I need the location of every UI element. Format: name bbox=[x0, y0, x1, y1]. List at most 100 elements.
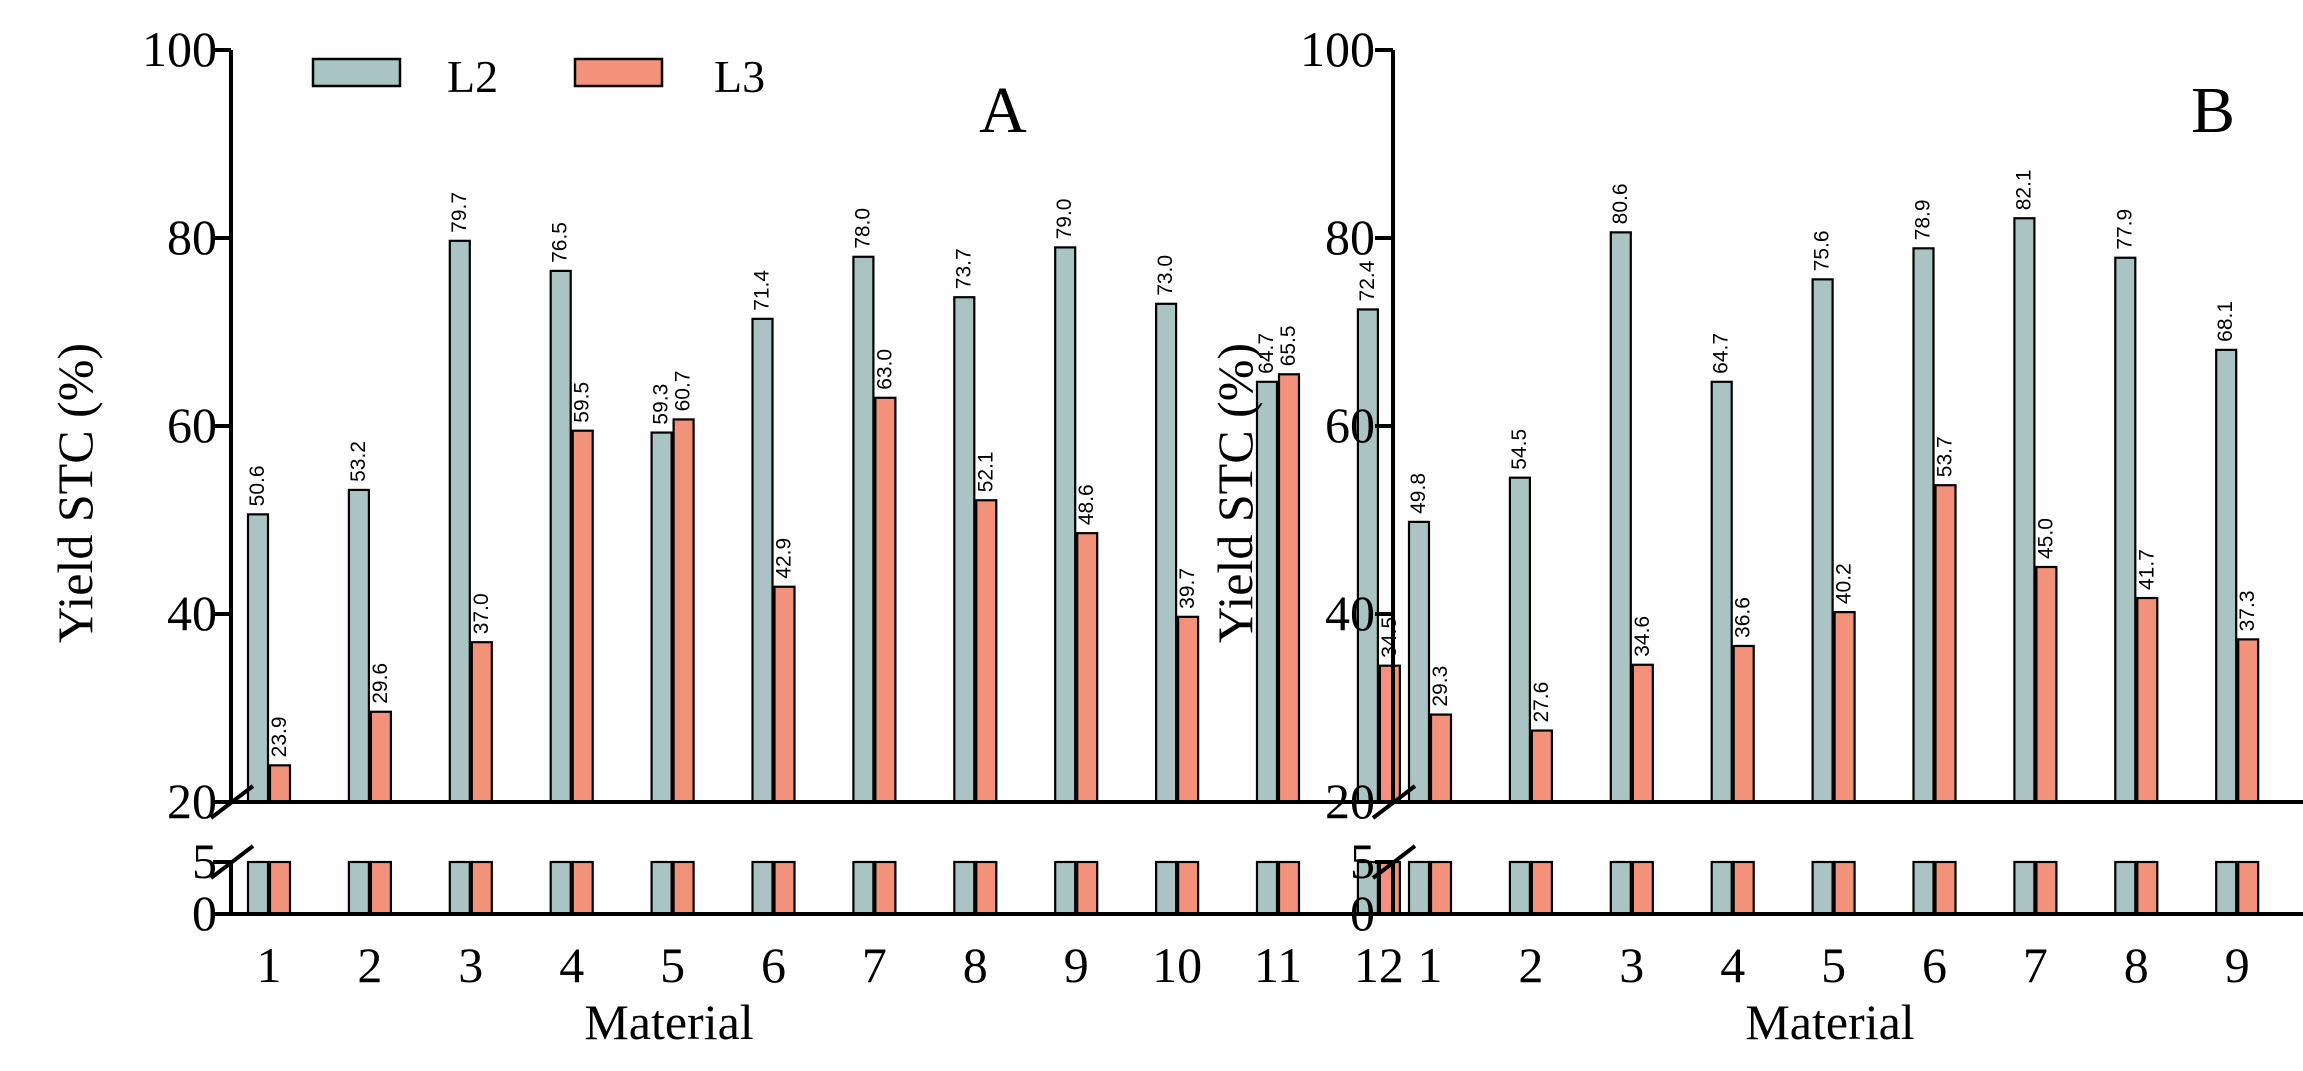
bar-l2-4 bbox=[549, 269, 572, 804]
bar-l3-11 bbox=[1277, 373, 1301, 804]
bar-l3-7 bbox=[2035, 565, 2058, 804]
bar-l2-9 bbox=[1054, 246, 1077, 804]
legend-swatch-l2 bbox=[311, 57, 402, 88]
bar-l2-5 bbox=[650, 431, 673, 804]
value-label-l3-3: 34.6 bbox=[1631, 616, 1654, 657]
bar-l2-12 bbox=[1356, 308, 1380, 804]
panel-letter: B bbox=[2191, 74, 2235, 147]
axes bbox=[1371, 48, 2303, 916]
bar-l2-8 bbox=[2114, 256, 2137, 804]
value-label-l2-3: 80.6 bbox=[1609, 183, 1632, 224]
y-tick-label-40: 40 bbox=[167, 585, 217, 641]
bar-lower-l2-7 bbox=[2013, 860, 2036, 916]
bar-lower-l3-8 bbox=[2136, 860, 2159, 916]
y-tick-label-80: 80 bbox=[167, 209, 217, 265]
bar-l2-7 bbox=[852, 255, 875, 804]
value-label-l3-5: 40.2 bbox=[1833, 563, 1856, 604]
bar-l2-3 bbox=[448, 239, 471, 804]
bar-lower-l3-2 bbox=[1530, 860, 1554, 916]
x-tick-label-6: 6 bbox=[761, 937, 786, 993]
bar-lower-l3-3 bbox=[470, 860, 493, 916]
bar-l3-8 bbox=[975, 499, 998, 804]
bar-lower-l2-8 bbox=[953, 860, 976, 916]
y-tick-label-5: 5 bbox=[1350, 833, 1375, 889]
bar-l2-4 bbox=[1710, 380, 1733, 804]
bar-l3-5 bbox=[672, 418, 695, 804]
y-tick-label-80: 80 bbox=[1325, 209, 1375, 265]
bar-l3-7 bbox=[874, 396, 897, 804]
x-tick-label-1: 1 bbox=[1418, 937, 1443, 993]
bar-lower-l2-6 bbox=[1912, 860, 1935, 916]
value-label-l2-7: 78.0 bbox=[851, 208, 874, 249]
x-tick-label-4: 4 bbox=[1720, 937, 1745, 993]
x-tick-label-12: 12 bbox=[1354, 937, 1404, 993]
bar-l3-2 bbox=[1530, 729, 1554, 804]
x-tick-label-1: 1 bbox=[257, 937, 282, 993]
y-axis-label: Yield STC (%) bbox=[47, 343, 103, 643]
bar-lower-l3-2 bbox=[369, 860, 392, 916]
value-label-l3-8: 52.1 bbox=[974, 451, 997, 492]
value-label-l3-6: 53.7 bbox=[1934, 436, 1957, 477]
bar-l3-3 bbox=[1631, 663, 1654, 804]
bar-lower-l2-1 bbox=[1407, 860, 1431, 916]
value-label-l3-3: 37.0 bbox=[470, 593, 493, 634]
bar-lower-l3-4 bbox=[1732, 860, 1755, 916]
value-label-l3-2: 29.6 bbox=[369, 663, 392, 704]
value-label-l3-1: 29.3 bbox=[1429, 666, 1452, 707]
value-label-l2-5: 75.6 bbox=[1811, 230, 1834, 271]
x-tick-label-7: 7 bbox=[862, 937, 887, 993]
bar-l2-9 bbox=[2215, 348, 2238, 804]
bar-lower-l3-10 bbox=[1176, 860, 1200, 916]
x-tick-label-3: 3 bbox=[458, 937, 483, 993]
bar-lower-l3-1 bbox=[268, 860, 292, 916]
axis-break-mark-lower bbox=[1371, 844, 1417, 880]
bar-l3-1 bbox=[1429, 713, 1453, 804]
bar-lower-l2-4 bbox=[549, 860, 572, 916]
bar-lower-l2-3 bbox=[448, 860, 471, 916]
bar-lower-l2-2 bbox=[347, 860, 370, 916]
bar-lower-l2-5 bbox=[650, 860, 673, 916]
bar-lower-l2-11 bbox=[1255, 860, 1279, 916]
bar-lower-l3-1 bbox=[1429, 860, 1453, 916]
bar-l3-10 bbox=[1176, 615, 1200, 804]
axis-break-mark-upper bbox=[1371, 784, 1417, 820]
panel-letter: A bbox=[979, 74, 1027, 147]
bar-lower-l2-5 bbox=[1811, 860, 1834, 916]
x-axis-label: Material bbox=[1745, 994, 1914, 1050]
bar-lower-l3-6 bbox=[773, 860, 796, 916]
y-tick-labels: 100 80 60 40 20 5 0 bbox=[1300, 21, 1375, 941]
bar-l3-4 bbox=[571, 429, 594, 804]
value-label-l3-5: 60.7 bbox=[672, 371, 695, 412]
x-tick-label-4: 4 bbox=[559, 937, 584, 993]
bar-l2-1 bbox=[246, 513, 270, 804]
x-tick-label-7: 7 bbox=[2023, 937, 2048, 993]
legend-swatch-l3 bbox=[573, 57, 664, 88]
x-tick-label-10: 10 bbox=[1152, 937, 1202, 993]
bar-l2-6 bbox=[1912, 247, 1935, 804]
bar-l2-1 bbox=[1407, 520, 1431, 804]
value-label-l2-4: 64.7 bbox=[1710, 333, 1733, 374]
x-tick-label-3: 3 bbox=[1619, 937, 1644, 993]
bar-l3-2 bbox=[369, 710, 392, 804]
y-tick-label-60: 60 bbox=[167, 397, 217, 453]
bar-l3-12 bbox=[1378, 664, 1402, 804]
bar-l2-5 bbox=[1811, 278, 1834, 804]
bar-lower-l3-4 bbox=[571, 860, 594, 916]
bar-lower-l2-7 bbox=[852, 860, 875, 916]
y-tick-label-100: 100 bbox=[142, 21, 217, 77]
bar-l2-8 bbox=[953, 296, 976, 804]
bar-l2-2 bbox=[1508, 476, 1532, 804]
value-label-l3-2: 27.6 bbox=[1530, 682, 1553, 723]
x-tick-label-8: 8 bbox=[963, 937, 988, 993]
bar-lower-l3-9 bbox=[1076, 860, 1099, 916]
x-tick-label-11: 11 bbox=[1254, 937, 1302, 993]
x-tick-label-5: 5 bbox=[1821, 937, 1846, 993]
bar-l3-6 bbox=[1934, 484, 1957, 804]
legend-label-l2: L2 bbox=[447, 51, 498, 102]
y-tick-label-100: 100 bbox=[1300, 21, 1375, 77]
bar-l3-4 bbox=[1732, 644, 1755, 804]
value-label-l3-11: 65.5 bbox=[1277, 325, 1300, 366]
axis-break-mark-upper bbox=[209, 784, 255, 820]
